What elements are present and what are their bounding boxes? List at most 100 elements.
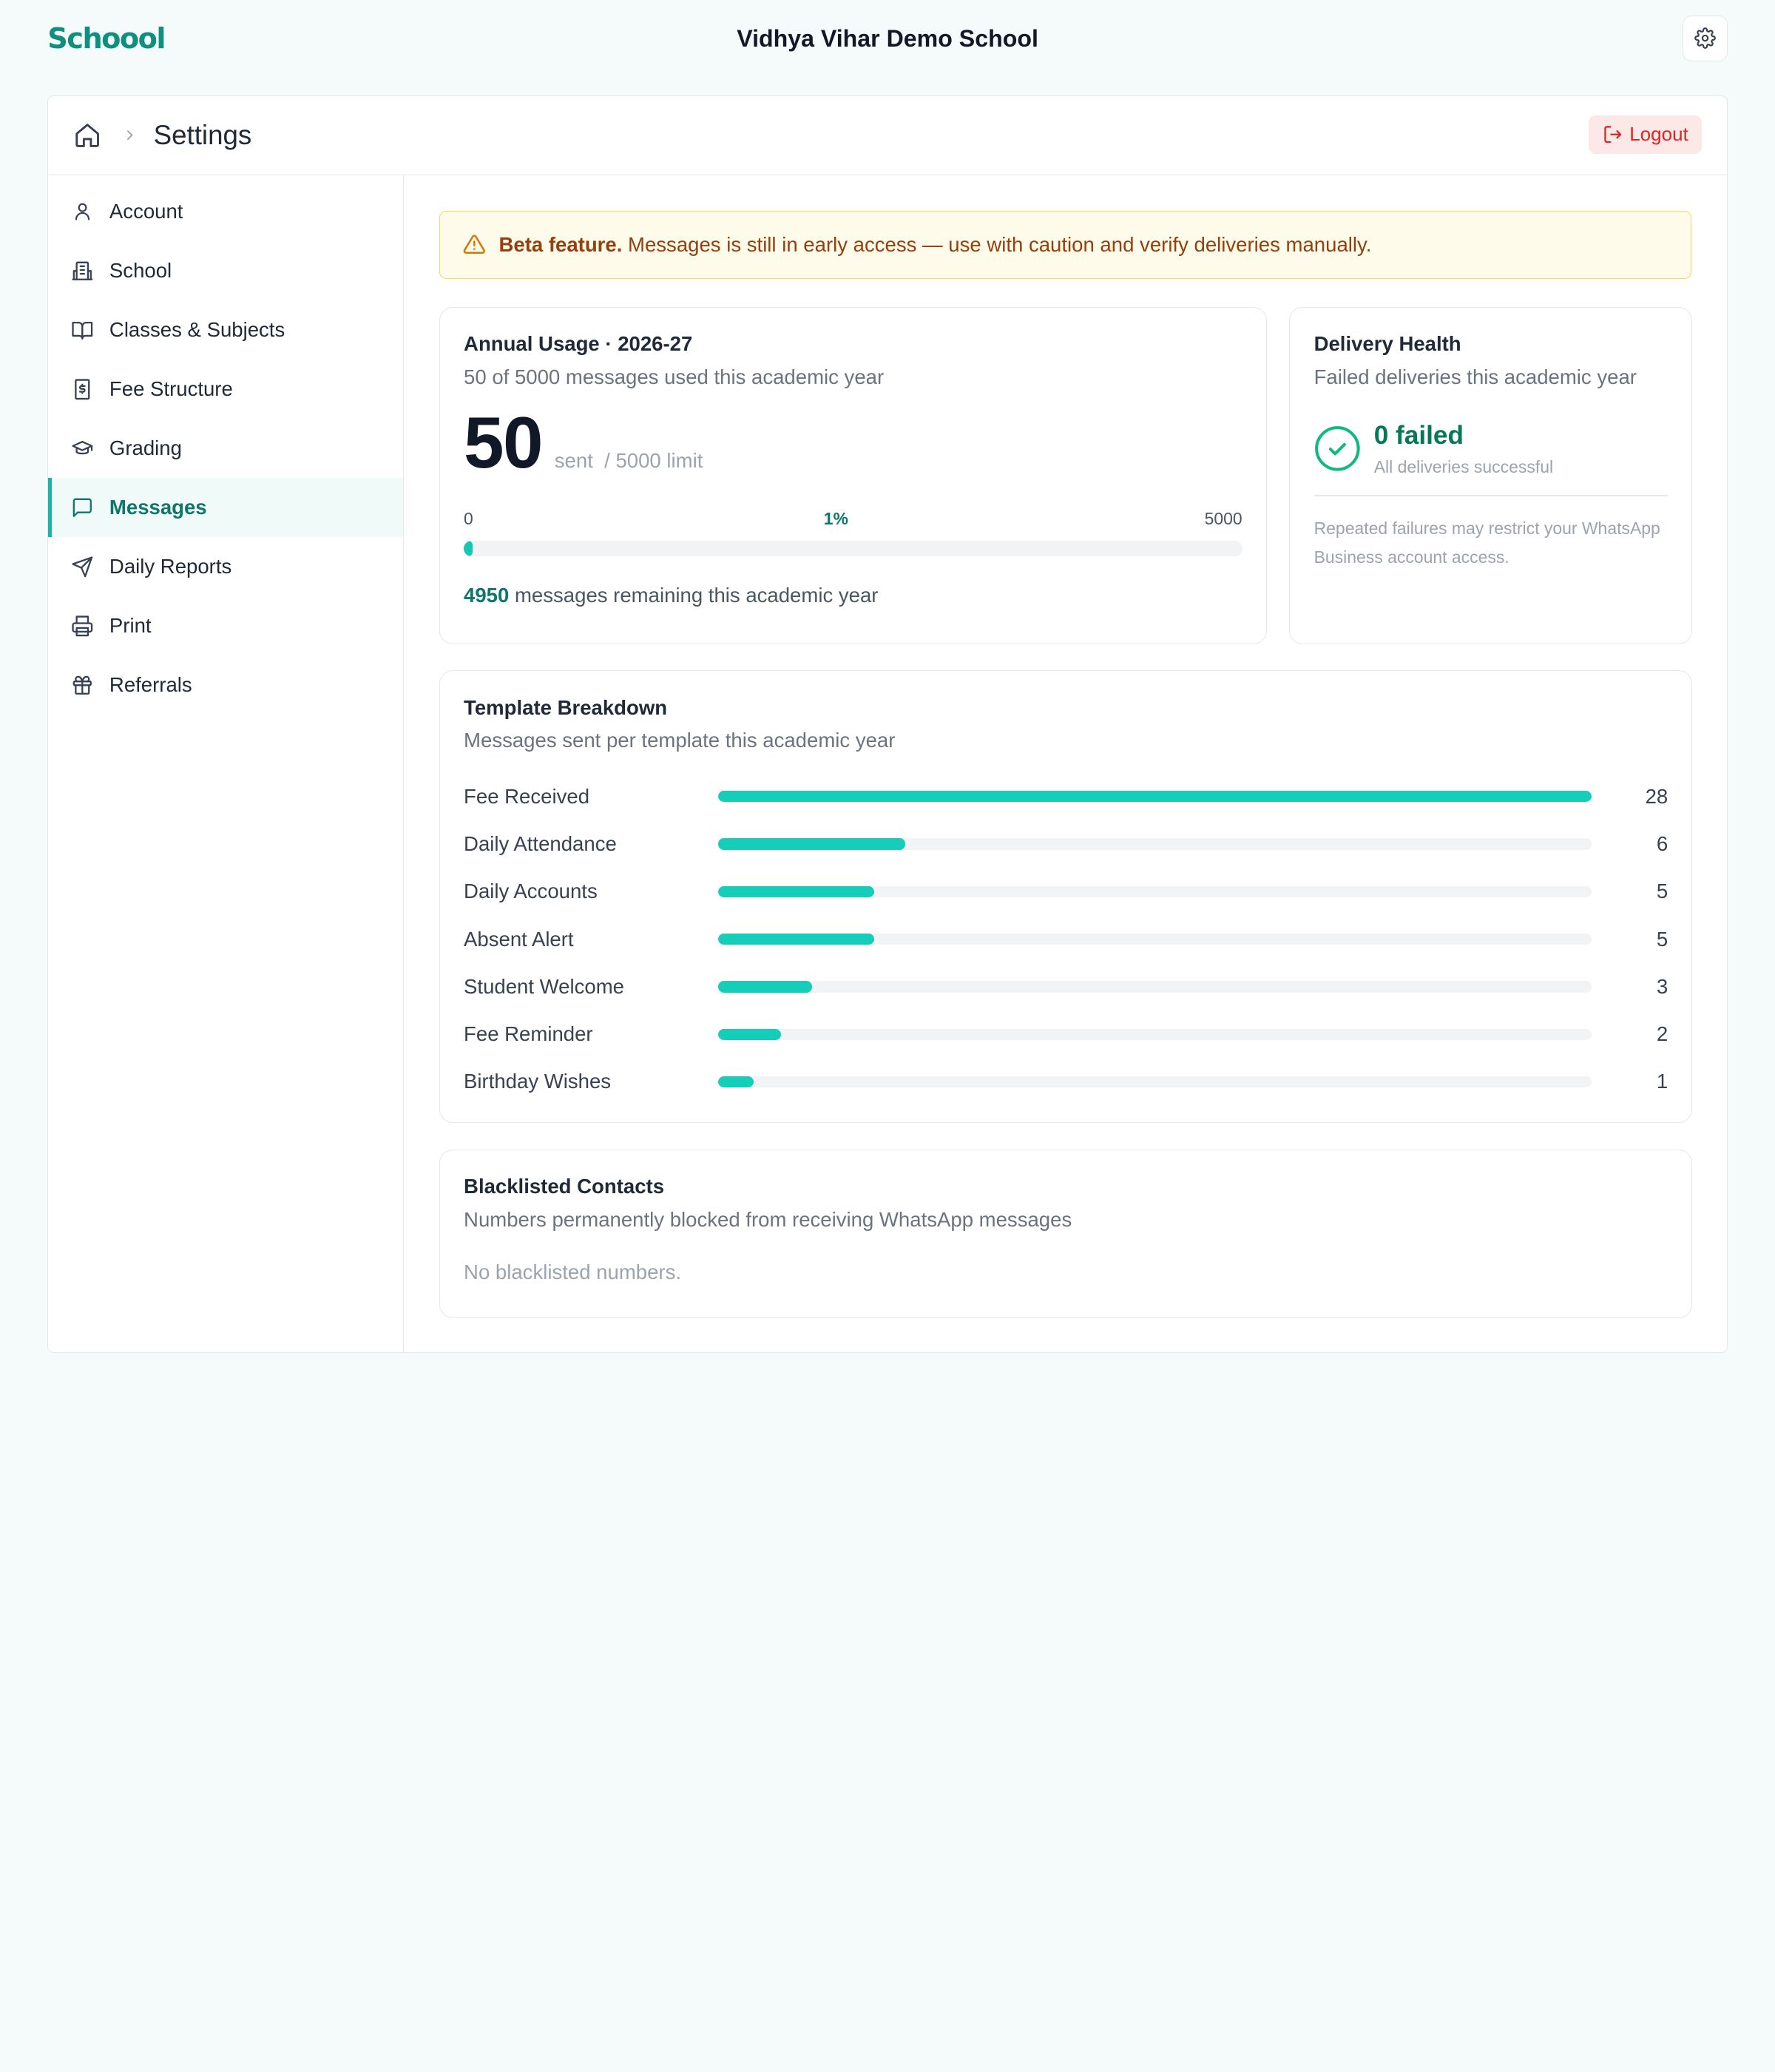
template-bar-track bbox=[718, 1076, 1592, 1088]
template-label: Birthday Wishes bbox=[464, 1070, 612, 1093]
template-bar-fill bbox=[718, 933, 875, 945]
page-title: Settings bbox=[153, 119, 252, 150]
remaining-text: 4950 messages remaining this academic ye… bbox=[464, 584, 1242, 607]
beta-strong: Beta feature. bbox=[498, 232, 623, 256]
gear-icon bbox=[1694, 27, 1716, 50]
annual-usage-card: Annual Usage · 2026-27 50 of 5000 messag… bbox=[439, 306, 1267, 644]
message-icon bbox=[71, 496, 94, 519]
sidebar-item-label: Grading bbox=[109, 436, 182, 460]
health-subtitle: Failed deliveries this academic year bbox=[1314, 365, 1637, 388]
template-bar-fill bbox=[718, 1076, 754, 1088]
template-count: 5 bbox=[1656, 927, 1668, 951]
template-bar-track bbox=[718, 885, 1592, 897]
sidebar-item-school[interactable]: School bbox=[48, 241, 403, 300]
template-bar-fill bbox=[718, 791, 1592, 803]
usage-total: 50 sent / 5000 limit bbox=[464, 402, 1242, 484]
sidebar-item-label: School bbox=[109, 258, 172, 282]
usage-title: Annual Usage · 2026-27 bbox=[464, 332, 693, 356]
template-bar-fill bbox=[718, 838, 906, 850]
messages-content: Beta feature. Messages is still in early… bbox=[439, 210, 1693, 1318]
template-bar-track bbox=[718, 1028, 1592, 1040]
template-row: Daily Accounts 5 bbox=[464, 868, 1668, 915]
sidebar-item-label: Fee Structure bbox=[109, 377, 233, 401]
logout-icon bbox=[1603, 126, 1621, 144]
sidebar-item-label: Daily Reports bbox=[109, 555, 232, 578]
sidebar: Account School Classes & Subjects Fee St… bbox=[48, 175, 404, 1353]
usage-percent: 1% bbox=[823, 508, 848, 528]
blacklist-empty-state: No blacklisted numbers. bbox=[464, 1261, 682, 1284]
template-count: 5 bbox=[1656, 880, 1668, 903]
template-label: Daily Attendance bbox=[464, 832, 617, 856]
top-bar: Schoool Vidhya Vihar Demo School bbox=[0, 0, 1775, 77]
template-label: Student Welcome bbox=[464, 974, 624, 998]
template-row: Birthday Wishes 1 bbox=[464, 1058, 1668, 1105]
remaining-count: 4950 bbox=[464, 583, 510, 607]
sidebar-item-label: Messages bbox=[109, 496, 207, 519]
sidebar-item-messages[interactable]: Messages bbox=[48, 478, 403, 538]
template-bar-track bbox=[718, 981, 1592, 993]
home-icon bbox=[75, 123, 99, 147]
template-label: Daily Accounts bbox=[464, 880, 598, 903]
home-link[interactable] bbox=[73, 121, 101, 149]
template-count: 6 bbox=[1656, 832, 1668, 856]
user-icon bbox=[71, 200, 94, 223]
template-bar-fill bbox=[718, 885, 875, 897]
sidebar-item-account[interactable]: Account bbox=[48, 182, 403, 241]
sidebar-item-print[interactable]: Print bbox=[48, 596, 403, 655]
beta-banner: Beta feature. Messages is still in early… bbox=[439, 210, 1691, 279]
book-icon bbox=[71, 319, 94, 342]
sidebar-item-classes-subjects[interactable]: Classes & Subjects bbox=[48, 300, 403, 360]
template-label: Absent Alert bbox=[464, 927, 574, 951]
logout-button[interactable]: Logout bbox=[1589, 115, 1703, 154]
template-bar-fill bbox=[718, 981, 812, 993]
delivery-health-card: Delivery Health Failed deliveries this a… bbox=[1289, 306, 1693, 644]
template-row: Absent Alert 5 bbox=[464, 915, 1668, 962]
template-count: 1 bbox=[1656, 1070, 1668, 1093]
template-bar-track bbox=[718, 838, 1592, 850]
limit-label: / 5000 limit bbox=[604, 449, 703, 473]
sidebar-item-label: Print bbox=[109, 614, 152, 638]
scale-max: 5000 bbox=[1204, 508, 1242, 528]
template-label: Fee Received bbox=[464, 784, 590, 808]
divider bbox=[1314, 495, 1668, 496]
brand-logo[interactable]: Schoool bbox=[47, 21, 166, 55]
template-row: Student Welcome 3 bbox=[464, 963, 1668, 1010]
usage-progress-fill bbox=[464, 540, 473, 557]
template-bar-track bbox=[718, 933, 1592, 945]
template-count: 28 bbox=[1645, 784, 1668, 808]
sent-count: 50 bbox=[464, 402, 543, 484]
template-bar-track bbox=[718, 791, 1592, 803]
send-icon bbox=[71, 556, 94, 578]
sent-label: sent bbox=[554, 449, 593, 473]
template-label: Fee Reminder bbox=[464, 1022, 593, 1046]
page: Schoool Vidhya Vihar Demo School Setting… bbox=[0, 0, 1775, 1354]
receipt-icon bbox=[71, 378, 94, 401]
template-row: Fee Reminder 2 bbox=[464, 1010, 1668, 1058]
sidebar-item-label: Referrals bbox=[109, 673, 192, 697]
beta-message: Messages is still in early access — use … bbox=[628, 232, 1372, 256]
blacklist-subtitle: Numbers permanently blocked from receivi… bbox=[464, 1207, 1072, 1231]
gift-icon bbox=[71, 674, 94, 697]
template-list: Fee Received 28 Daily Attendance 6 Daily Acc… bbox=[464, 773, 1668, 1106]
settings-button[interactable] bbox=[1682, 16, 1728, 61]
template-count: 3 bbox=[1656, 974, 1668, 998]
usage-progress-bar bbox=[464, 540, 1242, 557]
school-name: Vidhya Vihar Demo School bbox=[737, 24, 1038, 52]
template-count: 2 bbox=[1656, 1022, 1668, 1046]
template-row: Fee Received 28 bbox=[464, 773, 1668, 820]
sidebar-item-daily-reports[interactable]: Daily Reports bbox=[48, 537, 403, 596]
blacklist-title: Blacklisted Contacts bbox=[464, 1175, 665, 1198]
sidebar-item-fee-structure[interactable]: Fee Structure bbox=[48, 360, 403, 419]
template-subtitle: Messages sent per template this academic… bbox=[464, 729, 896, 752]
template-breakdown-card: Template Breakdown Messages sent per tem… bbox=[439, 670, 1693, 1124]
remaining-label: messages remaining this academic year bbox=[514, 583, 879, 607]
logout-label: Logout bbox=[1629, 123, 1688, 146]
scale-min: 0 bbox=[464, 508, 473, 528]
sidebar-item-label: Classes & Subjects bbox=[109, 318, 285, 341]
sidebar-item-label: Account bbox=[109, 199, 183, 223]
sidebar-item-referrals[interactable]: Referrals bbox=[48, 655, 403, 715]
sidebar-item-grading[interactable]: Grading bbox=[48, 419, 403, 478]
breadcrumb: Settings Logout bbox=[48, 96, 1727, 175]
graduation-cap-icon bbox=[71, 437, 94, 460]
printer-icon bbox=[71, 615, 94, 638]
